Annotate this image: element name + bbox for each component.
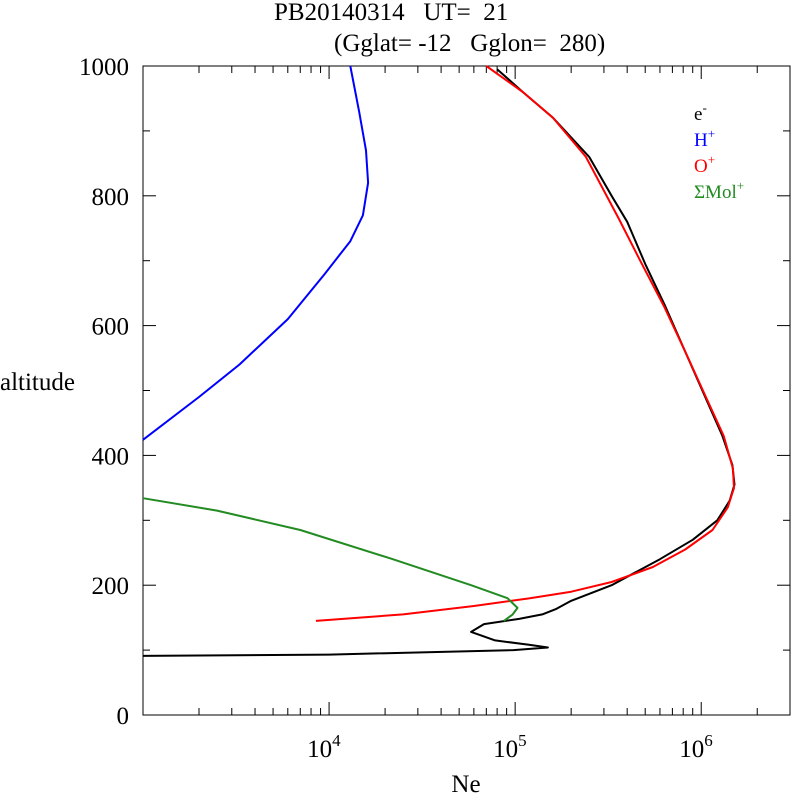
x-axis-label: Ne [451,771,480,795]
y-tick-label: 800 [92,184,130,211]
x-tick-label: 104 [307,731,341,763]
y-axis-label: altitude [0,369,75,396]
series-lines [142,65,736,657]
legend-entry: e- [694,100,707,125]
y-tick-label: 0 [117,703,130,730]
series-line-2 [315,65,735,622]
legend-entry: O+ [694,152,715,177]
chart-subtitle: (Gglat= -12 Gglon= 280) [334,30,606,57]
y-tick-label: 200 [92,573,130,600]
legend-entry: H+ [694,126,715,151]
legend: e-H+O+ΣMol+ [694,100,744,203]
plot-frame [142,65,791,716]
chart-title: PB20140314 UT= 21 [274,0,509,26]
series-line-3 [142,497,519,622]
x-tick-label: 105 [493,731,527,763]
y-tick-label: 400 [92,443,130,470]
series-line-1 [142,65,370,441]
legend-entry: ΣMol+ [694,178,744,203]
x-tick-label: 106 [679,731,713,763]
y-tick-label: 1000 [79,54,129,81]
axis-ticks: 0 200 400 600 800 1000 104 105 106 [79,54,790,763]
y-tick-label: 600 [92,314,130,341]
series-line-0 [142,68,736,657]
